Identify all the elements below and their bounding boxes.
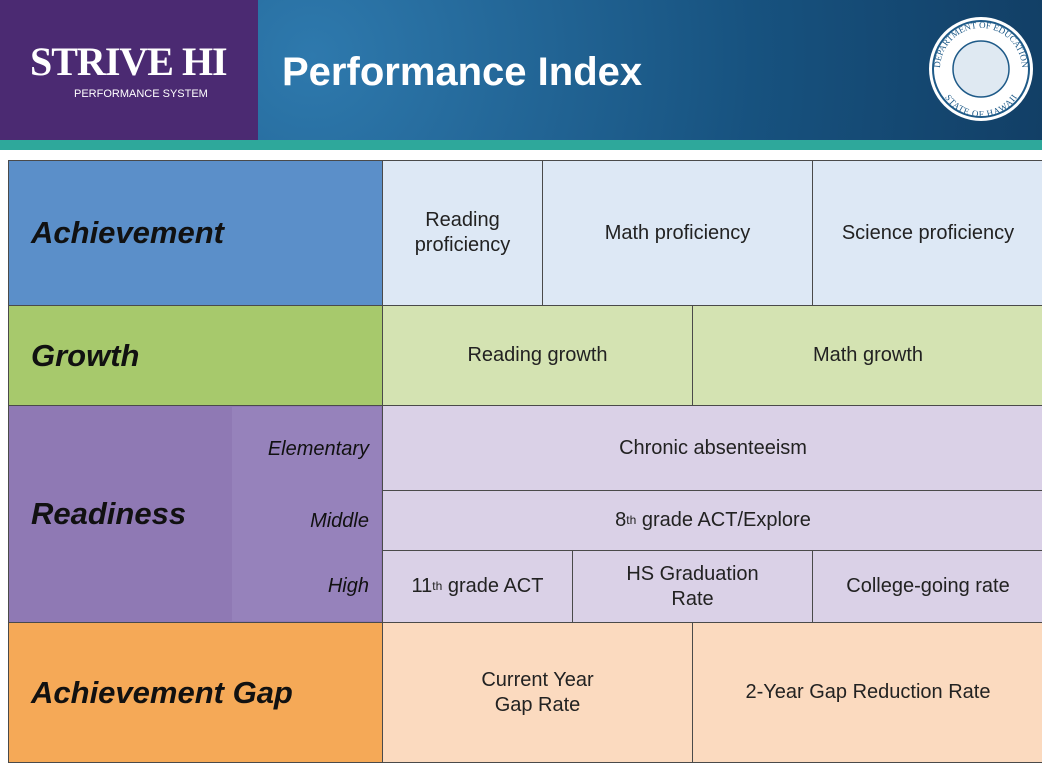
seal-border xyxy=(932,20,1030,118)
cell-text: grade ACT xyxy=(442,575,544,597)
row-label: Growth xyxy=(8,305,383,406)
cell: Math growth xyxy=(692,305,1042,406)
cell: HS Graduation Rate xyxy=(572,550,813,623)
cell: Science proficiency xyxy=(812,160,1042,306)
cell: Chronic absenteeism xyxy=(382,405,1042,491)
cell: College-going rate xyxy=(812,550,1042,623)
cell: Reading proficiency xyxy=(382,160,543,306)
cell-text: Reading proficiency xyxy=(414,209,511,256)
level-label: Elementary xyxy=(232,407,381,491)
cell-text: Current Year Gap Rate xyxy=(481,668,594,716)
logo-subtitle: PERFORMANCE SYSTEM xyxy=(74,88,208,100)
cell-sup: th xyxy=(626,513,637,527)
logo-title: STRIVE HI xyxy=(30,39,228,84)
cell: Math proficiency xyxy=(542,160,813,306)
seal-center xyxy=(952,40,1010,98)
seal: DEPARTMENT OF EDUCATION STATE OF HAWAII xyxy=(929,17,1033,121)
header-title: Performance Index xyxy=(282,50,643,94)
cell: 2-Year Gap Reduction Rate xyxy=(692,622,1042,763)
cell-text: HS Graduation Rate xyxy=(626,562,759,610)
cell-text: 11 xyxy=(411,575,433,597)
logo-box: STRIVE HI PERFORMANCE SYSTEM xyxy=(0,0,258,140)
cell-text: 8 xyxy=(615,509,627,531)
level-label: High xyxy=(232,551,381,621)
teal-rule xyxy=(0,140,1042,150)
cell: Reading growth xyxy=(382,305,693,406)
cell-text: grade ACT/Explore xyxy=(636,509,811,531)
level-label: Middle xyxy=(232,491,381,551)
cell-sup: th xyxy=(432,579,443,593)
cell: Current Year Gap Rate xyxy=(382,622,693,763)
row-label: Achievement xyxy=(8,160,383,306)
row-label: Achievement Gap xyxy=(8,622,383,763)
